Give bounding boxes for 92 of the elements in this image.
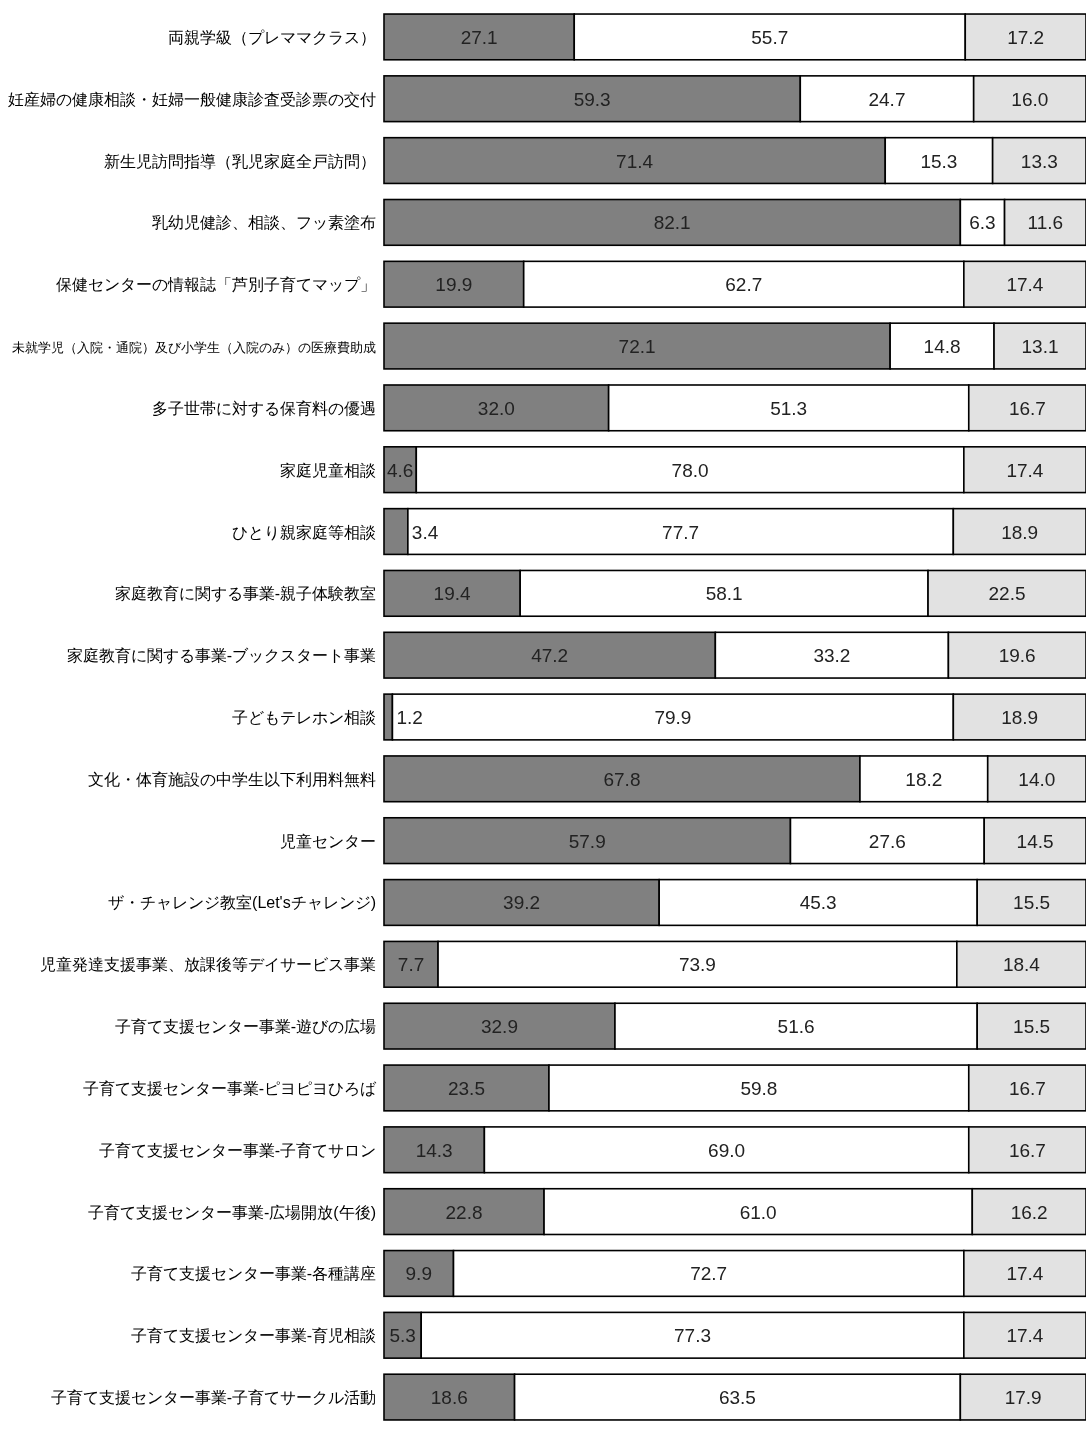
data-label: 16.7 bbox=[1008, 397, 1046, 419]
data-label: 24.7 bbox=[868, 88, 906, 110]
data-label: 63.5 bbox=[718, 1387, 756, 1409]
data-label: 23.5 bbox=[447, 1077, 485, 1099]
data-label: 73.9 bbox=[678, 954, 716, 976]
y-tick-label: 子育て支援センター事業-各種講座 bbox=[130, 1265, 376, 1283]
y-tick-label: 児童発達支援事業、放課後等デイサービス事業 bbox=[40, 956, 376, 974]
y-tick-label: 子育て支援センター事業-広場開放(午後) bbox=[88, 1203, 376, 1221]
data-label: 69.0 bbox=[708, 1139, 746, 1161]
data-label: 17.4 bbox=[1006, 1325, 1044, 1347]
y-tick-label: 乳幼児健診、相談、フッ素塗布 bbox=[152, 214, 376, 232]
data-label: 33.2 bbox=[813, 645, 851, 667]
data-label: 27.1 bbox=[460, 26, 498, 48]
y-tick-label: 子育て支援センター事業-育児相談 bbox=[130, 1327, 376, 1345]
y-tick-label: 子育て支援センター事業-遊びの広場 bbox=[114, 1018, 376, 1036]
data-label: 14.5 bbox=[1016, 830, 1054, 852]
y-tick-label: 文化・体育施設の中学生以下利用料無料 bbox=[88, 770, 376, 788]
data-label: 78.0 bbox=[671, 459, 709, 481]
data-label: 15.5 bbox=[1013, 1016, 1051, 1038]
data-label: 72.1 bbox=[618, 336, 656, 358]
y-tick-label: 子どもテレホン相談 bbox=[232, 709, 376, 726]
data-label: 22.5 bbox=[988, 583, 1026, 605]
y-tick-label: ひとり親家庭等相談 bbox=[232, 523, 376, 541]
data-label: 17.2 bbox=[1007, 26, 1045, 48]
data-label: 27.6 bbox=[868, 830, 906, 852]
y-tick-label: 家庭教育に関する事業-親子体験教室 bbox=[114, 585, 376, 603]
y-tick-label: 子育て支援センター事業-子育てサロン bbox=[98, 1141, 376, 1159]
y-tick-label: 保健センターの情報誌「芦別子育てマップ」 bbox=[56, 276, 376, 294]
data-label: 14.8 bbox=[923, 336, 961, 358]
y-tick-label: 子育て支援センター事業-子育てサークル活動 bbox=[50, 1389, 376, 1407]
data-label: 19.9 bbox=[435, 274, 473, 296]
data-label: 1.2 bbox=[396, 707, 423, 728]
data-label: 32.9 bbox=[480, 1016, 518, 1038]
data-label: 82.1 bbox=[653, 212, 691, 234]
data-label: 18.6 bbox=[430, 1387, 468, 1409]
data-label: 18.2 bbox=[905, 768, 943, 790]
data-label: 13.3 bbox=[1020, 150, 1058, 172]
y-tick-label: ザ・チャレンジ教室(Let'sチャレンジ) bbox=[108, 894, 376, 912]
data-label: 51.6 bbox=[777, 1016, 815, 1038]
data-label: 5.3 bbox=[389, 1325, 416, 1347]
y-tick-label: 子育て支援センター事業-ピヨピヨひろば bbox=[82, 1079, 377, 1097]
data-label: 18.9 bbox=[1001, 521, 1039, 543]
data-label: 45.3 bbox=[799, 892, 837, 914]
data-label: 61.0 bbox=[739, 1201, 777, 1223]
data-label: 16.7 bbox=[1008, 1139, 1046, 1161]
data-label: 67.8 bbox=[603, 768, 641, 790]
data-label: 77.3 bbox=[674, 1325, 712, 1347]
data-label: 55.7 bbox=[751, 26, 789, 48]
data-label: 4.6 bbox=[386, 459, 414, 481]
data-label: 18.9 bbox=[1001, 707, 1039, 728]
y-tick-label: 児童センター bbox=[280, 832, 376, 850]
data-label: 32.0 bbox=[477, 397, 515, 419]
data-label: 14.0 bbox=[1018, 768, 1056, 790]
y-tick-label: 多子世帯に対する保育料の優遇 bbox=[152, 399, 376, 417]
data-label: 22.8 bbox=[445, 1201, 483, 1223]
data-label: 15.5 bbox=[1013, 892, 1051, 914]
data-label: 19.4 bbox=[433, 583, 472, 605]
data-label: 17.4 bbox=[1006, 274, 1044, 296]
data-label: 14.3 bbox=[415, 1139, 453, 1161]
y-tick-label: 未就学児（入院・通院）及び小学生（入院のみ）の医療費助成 bbox=[12, 340, 376, 356]
data-label: 51.3 bbox=[770, 397, 808, 419]
data-label: 6.3 bbox=[969, 212, 996, 234]
data-label: 47.2 bbox=[531, 645, 569, 667]
data-label: 77.7 bbox=[662, 521, 700, 543]
data-label: 17.4 bbox=[1006, 459, 1044, 481]
data-label: 19.6 bbox=[998, 645, 1036, 667]
y-tick-label: 家庭教育に関する事業-ブックスタート事業 bbox=[66, 647, 376, 665]
y-tick-label: 新生児訪問指導（乳児家庭全戸訪問） bbox=[104, 152, 376, 170]
data-label: 62.7 bbox=[725, 274, 763, 296]
data-label: 72.7 bbox=[690, 1263, 728, 1285]
y-tick-label: 家庭児童相談 bbox=[280, 461, 376, 479]
data-label: 16.0 bbox=[1011, 88, 1049, 110]
data-label: 17.9 bbox=[1004, 1387, 1042, 1409]
data-label: 17.4 bbox=[1006, 1263, 1044, 1285]
data-label: 58.1 bbox=[705, 583, 743, 605]
y-tick-label: 妊産婦の健康相談・妊婦一般健康診査受診票の交付 bbox=[8, 90, 376, 108]
data-label: 11.6 bbox=[1027, 212, 1064, 234]
data-label: 79.9 bbox=[654, 707, 692, 728]
data-label: 71.4 bbox=[616, 150, 654, 172]
data-label: 57.9 bbox=[568, 830, 606, 852]
data-label: 39.2 bbox=[503, 892, 541, 914]
data-label: 7.7 bbox=[397, 954, 425, 976]
data-label: 59.8 bbox=[740, 1077, 778, 1099]
data-label: 15.3 bbox=[920, 150, 958, 172]
data-label: 18.4 bbox=[1002, 954, 1041, 976]
data-label: 16.2 bbox=[1010, 1201, 1048, 1223]
data-label: 13.1 bbox=[1021, 336, 1059, 358]
data-label: 16.7 bbox=[1008, 1077, 1046, 1099]
data-label: 9.9 bbox=[405, 1263, 432, 1285]
data-label: 3.4 bbox=[411, 521, 439, 543]
data-label: 59.3 bbox=[573, 88, 611, 110]
y-tick-label: 両親学級（プレママクラス） bbox=[168, 28, 376, 46]
